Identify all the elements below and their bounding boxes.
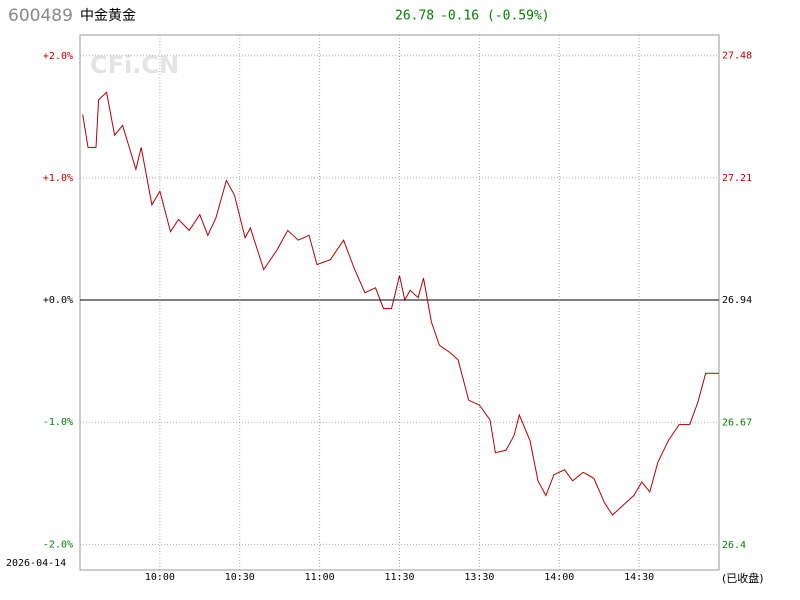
y-tick-label: -2.0% <box>43 539 73 550</box>
y2-tick-label: 26.4 <box>722 540 746 551</box>
x-tick-label: 14:00 <box>544 572 574 583</box>
x-tick-label: 11:30 <box>384 572 414 583</box>
y2-tick-label: 26.67 <box>722 418 752 429</box>
stock-code: 600489 <box>8 6 73 26</box>
y2-tick-label: 27.48 <box>722 50 752 61</box>
x-tick-label: 14:30 <box>624 572 654 583</box>
price-line <box>82 91 719 516</box>
x-tick-label: 11:00 <box>305 572 335 583</box>
x-tick-label: 13:30 <box>464 572 494 583</box>
status: (已收盘) <box>722 571 764 585</box>
watermark: CFi.CN <box>90 51 179 79</box>
change: -0.16 <box>440 9 479 24</box>
x-tick-label: 10:00 <box>145 572 175 583</box>
y-tick-label: +1.0% <box>43 173 73 184</box>
y-tick-label: +2.0% <box>43 51 73 62</box>
y2-tick-label: 27.21 <box>722 173 752 184</box>
stock-name: 中金黄金 <box>80 7 136 24</box>
y-tick-label: +0.0% <box>43 295 73 306</box>
y-tick-label: -1.0% <box>43 417 73 428</box>
y2-tick-label: 26.94 <box>722 295 752 306</box>
price: 26.78 <box>395 9 434 24</box>
change-pct: (-0.59%) <box>487 9 550 24</box>
x-tick-label: 10:30 <box>225 572 255 583</box>
date: 2026-04-14 <box>6 558 66 569</box>
